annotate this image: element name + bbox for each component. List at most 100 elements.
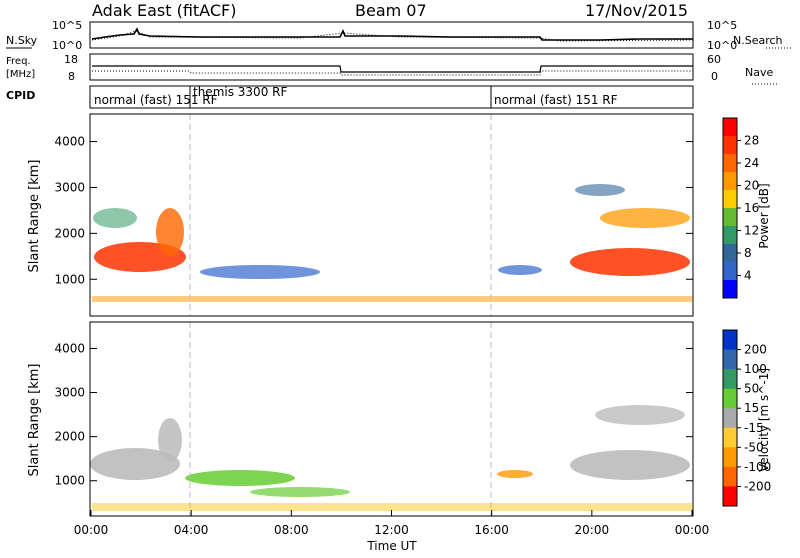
colorbar-tick-label: -15	[744, 421, 764, 435]
colorbar-tick-label: 16	[744, 201, 759, 215]
power-colorbar-label: Power [dB]	[757, 183, 771, 248]
velocity-near-range-band	[92, 503, 692, 511]
power-blob-evening	[570, 248, 690, 276]
y-tick-label: 4000	[54, 341, 85, 355]
cpid-strip: CPID normal (fast) 151 RF themis 3300 RF…	[6, 85, 694, 109]
colorbar-tick-label: 100	[744, 362, 767, 376]
freq-tick-top: 18	[64, 53, 78, 66]
power-blob-evening-top	[575, 184, 625, 196]
colorbar-swatch	[723, 408, 737, 429]
colorbar-swatch	[723, 136, 737, 155]
colorbar-swatch	[723, 154, 737, 173]
power-blob-evening-arc	[498, 265, 542, 275]
colorbar-tick-label: 4	[744, 269, 752, 283]
time-axis: 00:00 04:00 08:00 12:00 16:00 20:00 00:00	[74, 510, 710, 537]
nsearch-trace	[91, 30, 694, 42]
station-title: Adak East (fitACF)	[92, 1, 236, 20]
colorbar-tick-label: -200	[744, 479, 771, 493]
cpid-segment-1: normal (fast) 151 RF	[94, 93, 218, 107]
power-colorbar: 28 24 20 16 12 8 4	[722, 117, 759, 299]
beam-title: Beam 07	[355, 1, 427, 20]
x-tick-label: 00:00	[675, 523, 710, 537]
time-axis-label: Time UT	[366, 539, 417, 553]
y-tick-label: 4000	[54, 135, 85, 149]
velocity-blob-arc	[185, 470, 295, 486]
nave-label: Nave	[745, 66, 773, 79]
freq-strip: Freq. [MHz] 18 8 Nave 60 0	[6, 53, 778, 85]
colorbar-tick-label: 200	[744, 343, 767, 357]
colorbar-swatch	[723, 486, 737, 507]
power-heatmap	[92, 184, 692, 302]
velocity-colorbar: 200 100 50 15 -15 -50 -100 -200	[722, 329, 771, 507]
velocity-blob-morning	[90, 448, 180, 480]
freq-tick-bottom: 8	[68, 70, 75, 83]
y-tick-label: 2000	[54, 430, 85, 444]
power-blob-arc	[200, 265, 320, 279]
cpid-label: CPID	[6, 89, 35, 102]
colorbar-swatch	[723, 172, 737, 191]
x-tick-label: 04:00	[174, 523, 209, 537]
colorbar-swatch	[723, 280, 737, 299]
y-tick-label: 1000	[54, 474, 85, 488]
power-blob-upper	[93, 208, 137, 228]
colorbar-swatch	[723, 349, 737, 370]
colorbar-swatch	[723, 262, 737, 281]
power-axis-ticks: 1000 2000 3000 4000	[54, 135, 693, 286]
nsky-trace	[91, 27, 693, 41]
nave-trace	[92, 70, 693, 76]
freq-label-2: [MHz]	[6, 69, 35, 80]
colorbar-swatch	[723, 388, 737, 409]
y-tick-label: 1000	[54, 272, 85, 286]
colorbar-swatch	[723, 244, 737, 263]
x-tick-label: 12:00	[374, 523, 409, 537]
velocity-blob-arc-2	[250, 487, 350, 497]
colorbar-swatch	[723, 118, 737, 137]
colorbar-tick-label: 50	[744, 382, 759, 396]
date-title: 17/Nov/2015	[585, 1, 688, 20]
power-panel: 1000 2000 3000 4000 Slant Range [km] 28 24 20…	[27, 113, 771, 317]
x-tick-label: 16:00	[474, 523, 509, 537]
y-tick-label: 2000	[54, 226, 85, 240]
colorbar-swatch	[723, 447, 737, 468]
velocity-blob-evening-arc	[497, 470, 533, 478]
colorbar-swatch	[723, 369, 737, 390]
cpid-segment-3: normal (fast) 151 RF	[494, 93, 618, 107]
colorbar-swatch	[723, 330, 737, 351]
velocity-colorbar-label: Velocity [m s^-1]	[757, 368, 771, 472]
colorbar-tick-label: -100	[744, 460, 771, 474]
velocity-panel: 1000 2000 3000 4000 Slant Range [km] 200 100…	[27, 321, 771, 517]
nsearch-tick-bottom: 10^0	[707, 39, 737, 52]
colorbar-tick-label: 24	[744, 156, 759, 170]
colorbar-swatch	[723, 466, 737, 487]
nsky-tick-bottom: 10^0	[52, 39, 82, 52]
colorbar-tick-label: 15	[744, 401, 759, 415]
velocity-blob-evening-upper	[595, 405, 685, 425]
colorbar-frame	[722, 329, 738, 507]
nsky-strip: N.Sky 10^5 10^0 N.Search 10^5 10^0	[6, 19, 792, 52]
colorbar-tick-label: 8	[744, 246, 752, 260]
colorbar-tick-label: 12	[744, 224, 759, 238]
power-blob-rise	[156, 208, 184, 256]
freq-label-1: Freq.	[6, 56, 31, 67]
cpid-segment-2: themis 3300 RF	[193, 85, 287, 99]
power-frame	[89, 113, 694, 317]
x-tick-label: 20:00	[575, 523, 610, 537]
colorbar-swatch	[723, 190, 737, 209]
nave-tick-bottom: 0	[711, 70, 718, 83]
colorbar-tick-label: -50	[744, 440, 764, 454]
velocity-ylabel: Slant Range [km]	[27, 364, 42, 477]
power-blob-evening-upper	[600, 208, 690, 228]
velocity-heatmap	[90, 405, 692, 511]
nsearch-tick-top: 10^5	[707, 19, 737, 32]
nave-tick-top: 60	[707, 53, 721, 66]
colorbar-tick-label: 28	[744, 134, 759, 148]
velocity-blob-evening	[570, 450, 690, 480]
nsky-label: N.Sky	[6, 34, 38, 47]
x-tick-label: 08:00	[274, 523, 309, 537]
y-tick-label: 3000	[54, 180, 85, 194]
power-near-range-band	[92, 296, 692, 302]
nsearch-label: N.Search	[733, 34, 783, 47]
power-ylabel: Slant Range [km]	[27, 160, 42, 273]
